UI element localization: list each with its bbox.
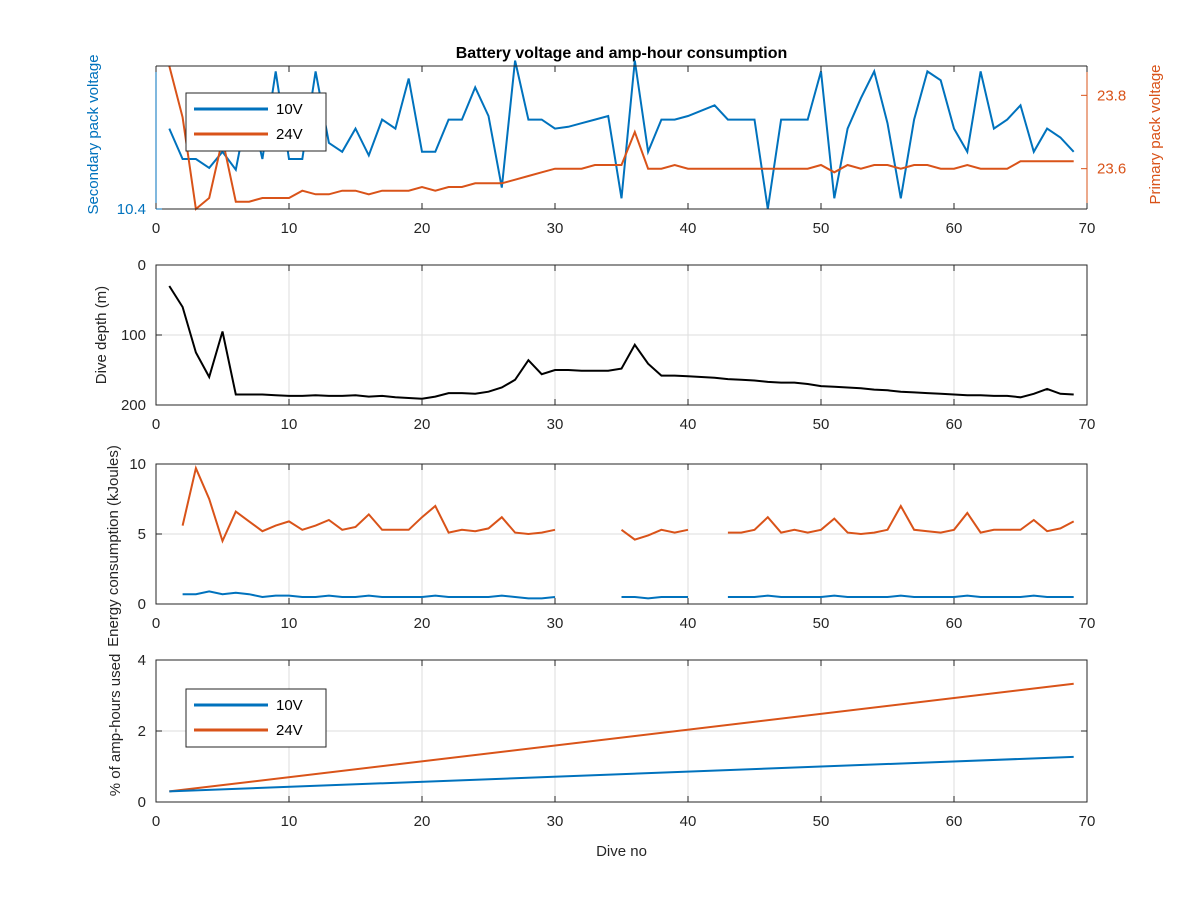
- x-tick-label: 30: [547, 813, 564, 830]
- x-tick-label: 20: [414, 813, 431, 830]
- voltage-legend-label-24V: 24V: [276, 126, 303, 143]
- x-tick-label: 50: [813, 615, 830, 632]
- x-tick-label: 10: [281, 615, 298, 632]
- y-tick-label: 0: [138, 257, 146, 274]
- series-line-amphours-24v: [169, 682, 1074, 793]
- depth-y-axis-label: Dive depth (m): [93, 286, 110, 384]
- series-line-amphours-10v: [169, 755, 1074, 793]
- x-tick-label: 60: [946, 416, 963, 433]
- amphours-legend-label-24V: 24V: [276, 722, 303, 739]
- voltage-legend-box: [185, 92, 327, 152]
- voltage-legend-label-10V: 10V: [276, 101, 303, 118]
- x-tick-label: 70: [1079, 220, 1096, 237]
- x-tick-label: 0: [152, 416, 160, 433]
- x-tick-label: 70: [1079, 416, 1096, 433]
- right-y-tick-label: 23.8: [1097, 87, 1126, 104]
- x-tick-label: 10: [281, 220, 298, 237]
- x-tick-label: 50: [813, 416, 830, 433]
- x-tick-label: 40: [680, 220, 697, 237]
- x-tick-label: 20: [414, 416, 431, 433]
- chart-title: Battery voltage and amp-hour consumption: [456, 45, 788, 62]
- x-tick-label: 60: [946, 615, 963, 632]
- x-tick-label: 50: [813, 220, 830, 237]
- y-tick-label: 0: [138, 596, 146, 613]
- x-tick-label: 20: [414, 220, 431, 237]
- x-tick-label: 40: [680, 416, 697, 433]
- series-line-energy-10v: [727, 594, 1074, 598]
- x-tick-label: 30: [547, 220, 564, 237]
- x-tick-label: 70: [1079, 813, 1096, 830]
- left-y-axis-label: Secondary pack voltage: [85, 54, 102, 214]
- series-line-depth: [168, 285, 1074, 400]
- x-tick-label: 20: [414, 615, 431, 632]
- y-tick-label: 2: [138, 723, 146, 740]
- x-tick-label: 70: [1079, 615, 1096, 632]
- amphours-legend-label-10V: 10V: [276, 697, 303, 714]
- x-tick-label: 40: [680, 813, 697, 830]
- x-tick-label: 40: [680, 615, 697, 632]
- left-y-tick-label: 10.4: [117, 201, 146, 218]
- y-tick-label: 100: [121, 327, 146, 344]
- x-tick-label: 30: [547, 615, 564, 632]
- y-tick-label: 0: [138, 794, 146, 811]
- series-line-energy-24v: [181, 465, 556, 544]
- x-tick-label: 60: [946, 220, 963, 237]
- x-axis-label: Dive no: [596, 843, 647, 860]
- amphours-y-axis-label: % of amp-hours used: [107, 654, 124, 797]
- x-tick-label: 30: [547, 416, 564, 433]
- x-tick-label: 0: [152, 615, 160, 632]
- series-line-energy-10v: [621, 596, 688, 600]
- amphours-legend-box: [185, 688, 327, 748]
- y-tick-label: 4: [138, 652, 146, 669]
- series-line-24v: [168, 65, 1074, 211]
- right-y-tick-label: 23.6: [1097, 161, 1126, 178]
- y-tick-label: 200: [121, 397, 146, 414]
- x-tick-label: 10: [281, 813, 298, 830]
- x-tick-label: 60: [946, 813, 963, 830]
- x-tick-label: 0: [152, 220, 160, 237]
- right-y-axis-label: Primary pack voltage: [1147, 64, 1164, 204]
- energy-y-axis-label: Energy consumption (kJoules): [105, 445, 122, 647]
- x-tick-label: 10: [281, 416, 298, 433]
- y-tick-label: 10: [129, 456, 146, 473]
- series-line-energy-24v: [727, 503, 1075, 536]
- series-line-energy-24v: [620, 528, 689, 541]
- series-line-energy-10v: [182, 590, 556, 600]
- x-tick-label: 50: [813, 813, 830, 830]
- x-tick-label: 0: [152, 813, 160, 830]
- y-tick-label: 5: [138, 526, 146, 543]
